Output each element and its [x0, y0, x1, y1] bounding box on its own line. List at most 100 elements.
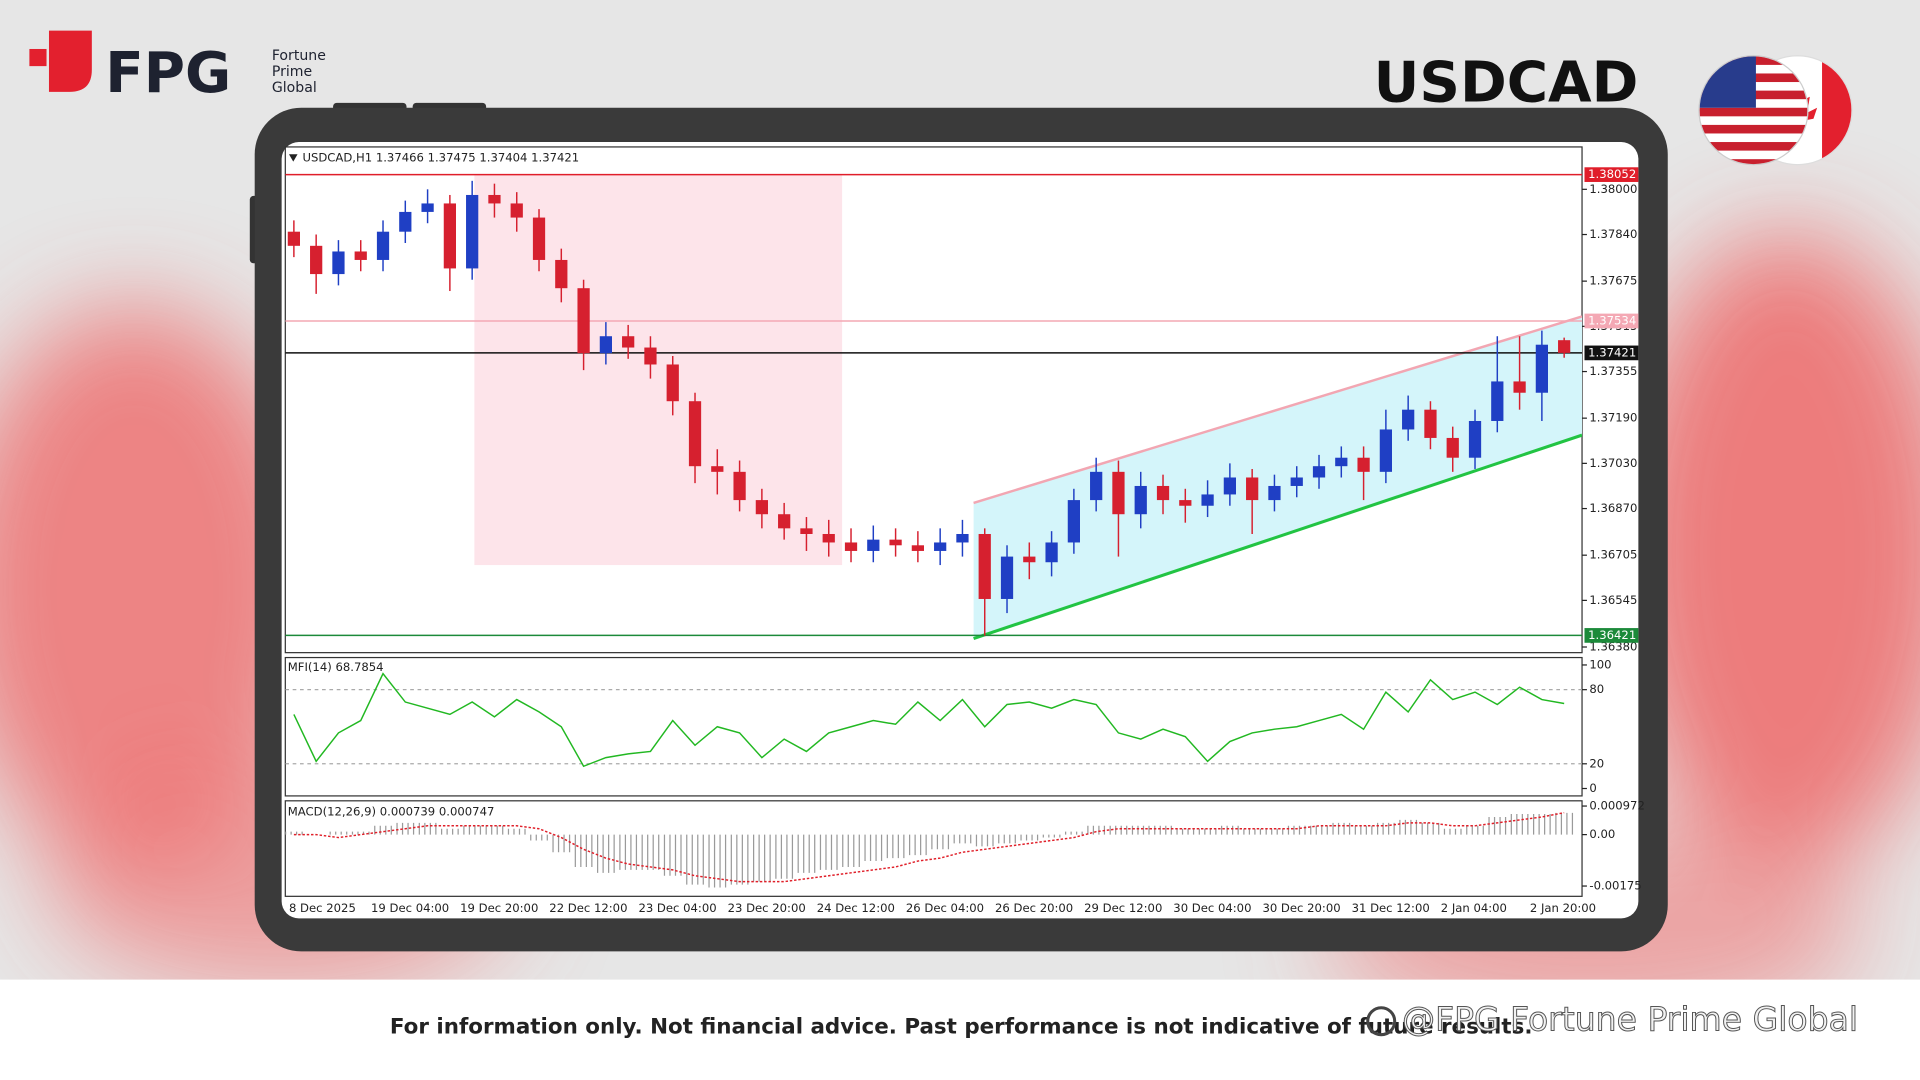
y-tick-label: 0 — [1589, 781, 1596, 795]
candle-body — [1090, 471, 1103, 501]
y-tick-label: 100 — [1589, 657, 1611, 671]
candle-body — [1268, 485, 1281, 501]
candle-body — [510, 203, 523, 218]
y-tick-label: -0.00175 — [1589, 879, 1641, 893]
x-tick-label: 2 Jan 20:00 — [1530, 901, 1596, 915]
macd-signal — [293, 811, 1565, 883]
logo-text: FPG — [105, 41, 231, 106]
candle-body — [911, 545, 924, 551]
candle-body — [1513, 381, 1526, 393]
pane-title: USDCAD,H1 1.37466 1.37475 1.37404 1.3742… — [302, 150, 579, 164]
y-tick-label: 1.36870 — [1589, 501, 1637, 515]
candle-body — [688, 401, 702, 467]
candle-body — [778, 514, 791, 529]
candle-body — [1446, 437, 1459, 458]
level-label: 1.36421 — [1588, 628, 1636, 642]
candle-body — [956, 533, 969, 543]
candle-body — [443, 203, 456, 269]
candle-body — [599, 336, 612, 354]
pane-title: MFI(14) 68.7854 — [288, 660, 384, 674]
x-tick-label: 30 Dec 20:00 — [1262, 901, 1340, 915]
candle-body — [934, 542, 947, 551]
candle-body — [532, 217, 546, 260]
disclaimer: For information only. Not financial advi… — [390, 1014, 1533, 1039]
candle-body — [1379, 429, 1392, 472]
candle-body — [1179, 500, 1192, 506]
x-tick-label: 24 Dec 12:00 — [817, 901, 895, 915]
channel-upper — [973, 315, 1583, 505]
candle-body — [755, 500, 768, 515]
level-label: 1.38052 — [1588, 167, 1636, 181]
candle-body — [867, 539, 880, 551]
channel — [973, 316, 1583, 639]
level-marker — [1584, 167, 1639, 182]
candle-body — [577, 288, 590, 354]
candle-body — [1312, 466, 1326, 478]
tablet — [249, 102, 1668, 952]
candle-body — [644, 347, 657, 365]
x-tick-label: 23 Dec 20:00 — [728, 901, 806, 915]
mfi-line — [293, 672, 1565, 768]
x-tick-label: 29 Dec 12:00 — [1084, 901, 1162, 915]
watermark-text: @FPG Fortune Prime Global — [1402, 1000, 1858, 1039]
candle-body — [1357, 457, 1370, 472]
tagline: Prime — [272, 64, 312, 80]
y-tick-label: 20 — [1589, 756, 1604, 770]
candle-body — [1402, 409, 1415, 430]
y-tick-label: 1.36380 — [1589, 640, 1637, 654]
x-tick-label: 19 Dec 04:00 — [371, 901, 449, 915]
y-tick-label: 1.38000 — [1589, 182, 1637, 196]
footer-band — [0, 979, 1920, 1080]
y-tick-label: 1.37675 — [1589, 274, 1637, 288]
candle-body — [1067, 500, 1080, 543]
candle-body — [800, 528, 813, 534]
level-marker — [1584, 313, 1639, 329]
candle-body — [1023, 556, 1036, 563]
x-tick-label: 23 Dec 04:00 — [638, 901, 716, 915]
candle-body — [466, 194, 479, 269]
plot-area — [285, 173, 1583, 888]
level-label: 1.37534 — [1588, 313, 1636, 327]
candle-body — [1000, 556, 1014, 599]
flag-us — [1698, 55, 1809, 166]
level-marker — [1584, 345, 1639, 361]
x-tick-label: 26 Dec 20:00 — [995, 901, 1073, 915]
watermark: @FPG Fortune Prime Global — [1366, 999, 1859, 1039]
candle-body — [978, 533, 991, 599]
pane-title: MACD(12,26,9) 0.000739 0.000747 — [288, 804, 495, 818]
candle-body — [1424, 409, 1437, 438]
candle-body — [1112, 471, 1125, 515]
candle-body — [310, 245, 323, 275]
y-tick-label: 0.000972 — [1589, 799, 1644, 813]
candle-body — [1223, 477, 1236, 495]
candle-body — [332, 251, 345, 275]
logo — [26, 30, 92, 92]
y-tick-label: 1.37030 — [1589, 456, 1637, 470]
y-tick-label: 1.36705 — [1589, 548, 1637, 562]
x-tick-label: 2 Jan 04:00 — [1441, 901, 1507, 915]
candle-body — [1134, 485, 1147, 515]
candle-body — [421, 203, 434, 212]
y-tick-label: 1.37355 — [1589, 364, 1637, 378]
candle-body — [889, 539, 902, 546]
candle-body — [287, 231, 300, 246]
candle-body — [666, 364, 679, 402]
y-tick-label: 0.00 — [1589, 827, 1615, 841]
candle-body — [1468, 420, 1482, 458]
pane-frame — [284, 656, 1583, 797]
x-tick-label: 26 Dec 04:00 — [906, 901, 984, 915]
candle-body — [1201, 494, 1214, 506]
candle-body — [1491, 381, 1504, 421]
zone — [474, 174, 843, 566]
x-tick-label: 30 Dec 04:00 — [1173, 901, 1251, 915]
tagline: Fortune — [272, 48, 326, 64]
candle-body — [1246, 477, 1259, 501]
y-tick-label: 1.37190 — [1589, 411, 1637, 425]
candle-body — [822, 533, 835, 543]
candle-body — [354, 251, 367, 260]
level-label: 1.37421 — [1588, 345, 1636, 359]
candle-body — [733, 471, 746, 501]
channel-lower — [973, 433, 1583, 640]
